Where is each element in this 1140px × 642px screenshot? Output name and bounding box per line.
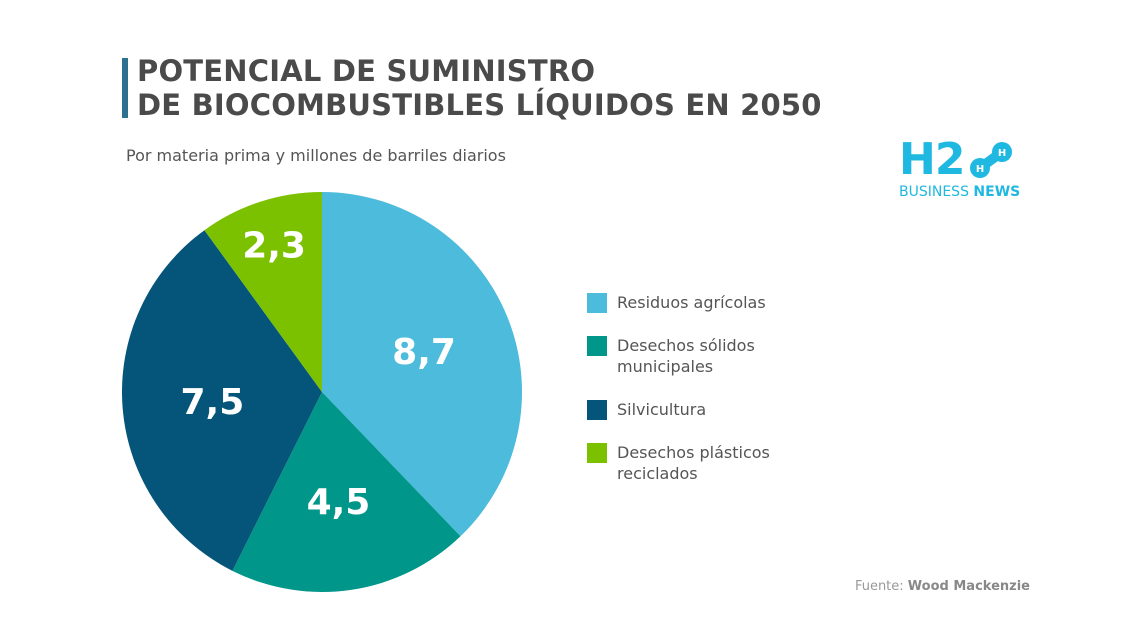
title-accent-bar bbox=[122, 58, 128, 118]
legend-label: Silvicultura bbox=[617, 400, 707, 419]
legend-label: Residuos agrícolas bbox=[617, 293, 766, 312]
legend-label: Desechos sólidos municipales bbox=[617, 336, 755, 376]
legend-swatch bbox=[587, 293, 607, 313]
chart-subtitle: Por materia prima y millones de barriles… bbox=[126, 146, 506, 165]
title-line-2: DE BIOCOMBUSTIBLES LÍQUIDOS EN 2050 bbox=[137, 88, 822, 122]
pie-slice bbox=[204, 192, 322, 392]
logo-business: BUSINESS bbox=[899, 184, 969, 200]
logo-news: NEWS bbox=[973, 184, 1021, 200]
svg-text:H: H bbox=[998, 148, 1006, 159]
chart-title: POTENCIAL DE SUMINISTRO DE BIOCOMBUSTIBL… bbox=[137, 54, 822, 122]
pie-slice bbox=[121, 230, 322, 571]
source-name: Wood Mackenzie bbox=[907, 579, 1030, 594]
logo-h2: H2 bbox=[899, 134, 965, 185]
h2-business-news-logo: H2 H H BUSINESS NEWS bbox=[899, 134, 1021, 201]
legend-swatch bbox=[587, 336, 607, 356]
title-line-1: POTENCIAL DE SUMINISTRO bbox=[137, 54, 596, 88]
legend-item: Desechos sólidos municipales bbox=[587, 335, 817, 377]
legend: Residuos agrícolas Desechos sólidos munic… bbox=[587, 292, 817, 506]
legend-item: Residuos agrícolas bbox=[587, 292, 817, 313]
pie-slice bbox=[322, 192, 522, 537]
legend-item: Desechos plásticos reciclados bbox=[587, 442, 817, 484]
legend-item: Silvicultura bbox=[587, 399, 817, 420]
data-label: 2,3 bbox=[242, 226, 306, 267]
molecule-icon: H H bbox=[970, 142, 1013, 178]
data-label: 8,7 bbox=[392, 332, 456, 373]
source-note: Fuente: Wood Mackenzie bbox=[855, 579, 1030, 594]
data-label: 7,5 bbox=[180, 382, 244, 423]
data-label: 4,5 bbox=[307, 482, 371, 523]
legend-swatch bbox=[587, 443, 607, 463]
legend-swatch bbox=[587, 400, 607, 420]
pie-slice bbox=[232, 392, 461, 592]
source-label: Fuente: bbox=[854, 579, 904, 594]
svg-text:H: H bbox=[976, 164, 984, 175]
legend-label: Desechos plásticos reciclados bbox=[617, 443, 770, 483]
